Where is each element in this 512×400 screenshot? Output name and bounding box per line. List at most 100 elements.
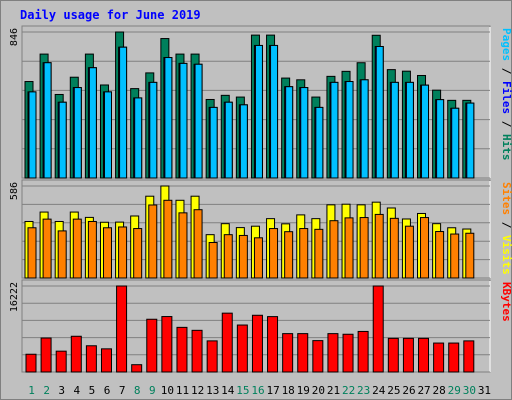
day-label-12: 12 (191, 384, 204, 397)
bar-sites-day-17 (269, 228, 279, 279)
bar-pages-day-2 (43, 62, 52, 179)
bar-pages-day-15 (239, 104, 248, 179)
day-label-20: 20 (312, 384, 325, 397)
bar-pages-day-6 (103, 91, 112, 179)
bar-kbytes-day-10 (161, 316, 173, 373)
bar-pages-day-22 (345, 81, 354, 179)
bar-sites-day-20 (314, 228, 324, 279)
bar-sites-day-30 (465, 232, 475, 279)
bar-pages-day-11 (179, 62, 188, 179)
panel-requests-side-label-part: Hits (500, 134, 512, 161)
day-label-25: 25 (387, 384, 400, 397)
panel-requests-ymax-label: 846 (9, 28, 20, 46)
day-label-29: 29 (448, 384, 461, 397)
day-label-14: 14 (221, 384, 235, 397)
bar-kbytes-day-28 (433, 342, 445, 373)
bar-kbytes-day-27 (418, 337, 430, 373)
day-label-24: 24 (372, 384, 386, 397)
panel-requests-side-label-part: Pages (500, 28, 512, 61)
bar-sites-day-22 (344, 217, 354, 279)
day-label-9: 9 (149, 384, 156, 397)
panel-requests-side-label-part: Files (500, 81, 512, 114)
bar-sites-day-8 (133, 228, 143, 279)
bar-pages-day-28 (436, 99, 445, 179)
bar-sites-day-15 (238, 234, 248, 279)
bar-pages-day-9 (149, 81, 158, 179)
bar-kbytes-day-17 (267, 316, 279, 373)
bar-pages-day-3 (58, 101, 67, 179)
bar-kbytes-day-21 (327, 333, 339, 373)
bar-sites-day-2 (42, 218, 52, 279)
bar-sites-day-1 (27, 227, 37, 279)
panel-requests-side-label-part: / (500, 61, 512, 81)
bar-sites-day-29 (450, 233, 460, 279)
bar-kbytes-day-9 (146, 318, 158, 373)
day-label-6: 6 (104, 384, 111, 397)
day-label-28: 28 (433, 384, 446, 397)
bar-sites-day-27 (420, 217, 430, 279)
day-label-15: 15 (236, 384, 249, 397)
bar-kbytes-day-12 (191, 329, 203, 373)
day-label-11: 11 (176, 384, 189, 397)
bar-sites-day-5 (87, 220, 97, 279)
bar-kbytes-day-26 (402, 337, 414, 373)
bar-sites-day-18 (284, 231, 294, 279)
day-label-3: 3 (58, 384, 65, 397)
bar-pages-day-7 (119, 46, 128, 179)
day-label-16: 16 (251, 384, 264, 397)
bar-kbytes-day-16 (251, 314, 263, 373)
panel-requests-side-label: Pages / Files / Hits (500, 28, 512, 161)
bar-sites-day-24 (374, 213, 384, 279)
bar-kbytes-day-23 (357, 330, 369, 373)
bar-pages-day-21 (330, 81, 339, 179)
bar-kbytes-day-14 (221, 312, 233, 373)
panel-requests-side-label-part: / (500, 114, 512, 134)
bar-kbytes-day-13 (206, 340, 218, 373)
bar-pages-day-25 (390, 81, 399, 179)
bar-kbytes-day-22 (342, 333, 354, 373)
day-label-13: 13 (206, 384, 219, 397)
bar-pages-day-8 (134, 97, 143, 179)
bar-sites-day-25 (389, 217, 399, 279)
day-label-31: 31 (478, 384, 491, 397)
bar-pages-day-29 (451, 107, 460, 179)
day-label-21: 21 (327, 384, 340, 397)
bar-kbytes-day-6 (100, 348, 112, 373)
bar-kbytes-day-5 (85, 345, 97, 373)
panel-kbytes-ymax-label: 16222 (9, 282, 20, 312)
bar-pages-day-24 (375, 45, 384, 179)
bar-sites-day-7 (118, 226, 128, 279)
panel-kbytes-side-label-part: KBytes (500, 282, 512, 322)
bar-sites-day-6 (102, 227, 112, 279)
bar-kbytes-day-4 (70, 335, 82, 373)
bar-kbytes-day-29 (448, 342, 460, 373)
day-label-26: 26 (402, 384, 415, 397)
bar-sites-day-19 (299, 228, 309, 279)
day-label-17: 17 (266, 384, 279, 397)
day-label-30: 30 (463, 384, 476, 397)
bar-kbytes-day-30 (463, 340, 475, 373)
bar-sites-day-28 (435, 231, 445, 279)
bar-pages-day-30 (466, 102, 475, 179)
bar-kbytes-day-24 (372, 285, 384, 373)
day-label-2: 2 (43, 384, 50, 397)
bar-kbytes-day-2 (40, 337, 52, 373)
bar-kbytes-day-1 (25, 353, 37, 373)
bar-pages-day-4 (73, 87, 82, 179)
bar-pages-day-27 (421, 84, 430, 179)
day-label-5: 5 (89, 384, 96, 397)
day-label-22: 22 (342, 384, 355, 397)
bar-pages-day-19 (300, 87, 309, 179)
bar-sites-day-26 (404, 225, 414, 279)
bar-sites-day-12 (193, 209, 203, 279)
bar-kbytes-day-20 (312, 340, 324, 373)
panel-visits-ymax-label: 586 (9, 182, 20, 200)
bar-sites-day-13 (208, 242, 218, 279)
bar-pages-day-16 (254, 44, 263, 179)
bar-pages-day-14 (224, 101, 233, 179)
panel-visits-side-label-part: Visits (500, 235, 512, 275)
bar-pages-day-1 (28, 91, 37, 179)
bar-kbytes-day-3 (55, 350, 67, 373)
bar-sites-day-11 (178, 212, 188, 279)
